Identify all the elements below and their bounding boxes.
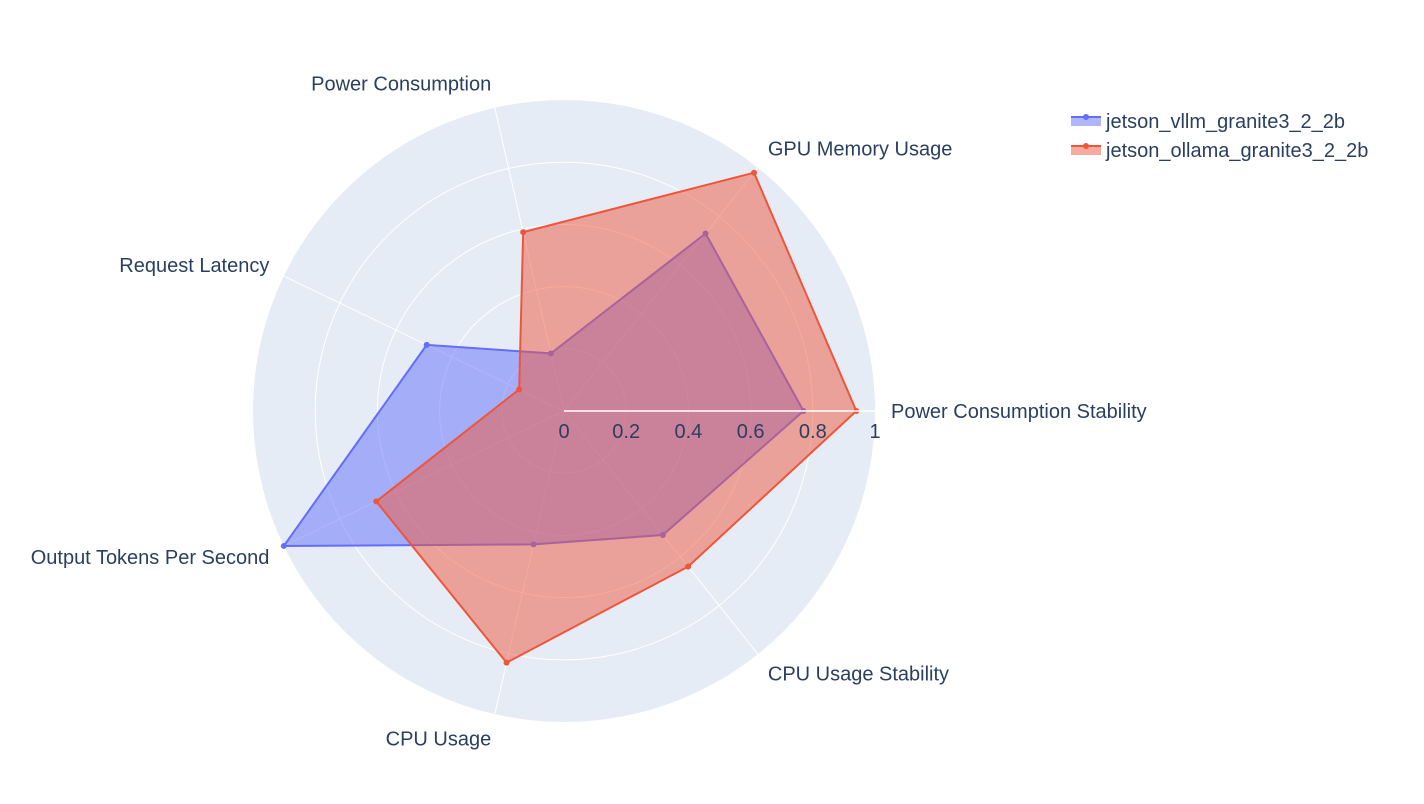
legend-swatch	[1071, 146, 1101, 155]
data-point	[685, 563, 692, 570]
legend-marker	[1083, 143, 1089, 149]
axis-label: GPU Memory Usage	[768, 138, 953, 160]
axis-label: CPU Usage Stability	[768, 664, 949, 686]
series-2	[373, 169, 860, 666]
radial-ticks: 0 0.2 0.4 0.6 0.8 1	[558, 410, 881, 443]
legend-item[interactable]: jetson_vllm_granite3_2_2b	[1071, 111, 1345, 133]
data-point	[516, 386, 523, 393]
data-point	[280, 542, 287, 549]
radial-tick-label: 0.2	[612, 421, 640, 443]
data-point	[751, 169, 758, 176]
data-point	[503, 659, 510, 666]
axis-label: Output Tokens Per Second	[31, 547, 270, 569]
axis-labels: Power Consumption Stability GPU Memory Us…	[31, 73, 1147, 750]
radial-tick-label: 0	[558, 421, 569, 443]
legend-label: jetson_vllm_granite3_2_2b	[1105, 111, 1345, 133]
axis-label: Request Latency	[119, 255, 269, 277]
series-layer	[280, 169, 860, 666]
legend-marker	[1083, 114, 1089, 120]
legend-label: jetson_ollama_granite3_2_2b	[1105, 140, 1368, 162]
data-point	[373, 498, 380, 505]
axis-label: CPU Usage	[386, 729, 492, 751]
radial-tick-label: 1	[869, 421, 880, 443]
axis-label: Power Consumption	[311, 73, 491, 95]
radial-tick-label: 0.6	[737, 421, 765, 443]
series-area	[375, 171, 858, 664]
legend-swatch	[1071, 117, 1101, 126]
legend-item[interactable]: jetson_ollama_granite3_2_2b	[1071, 140, 1368, 162]
legend[interactable]: jetson_vllm_granite3_2_2b jetson_ollama_g…	[1071, 111, 1368, 162]
data-point	[520, 229, 527, 236]
radial-tick-label: 0.8	[799, 421, 827, 443]
radial-tick-label: 0.4	[674, 421, 702, 443]
data-point	[423, 341, 430, 348]
axis-label: Power Consumption Stability	[891, 401, 1147, 423]
